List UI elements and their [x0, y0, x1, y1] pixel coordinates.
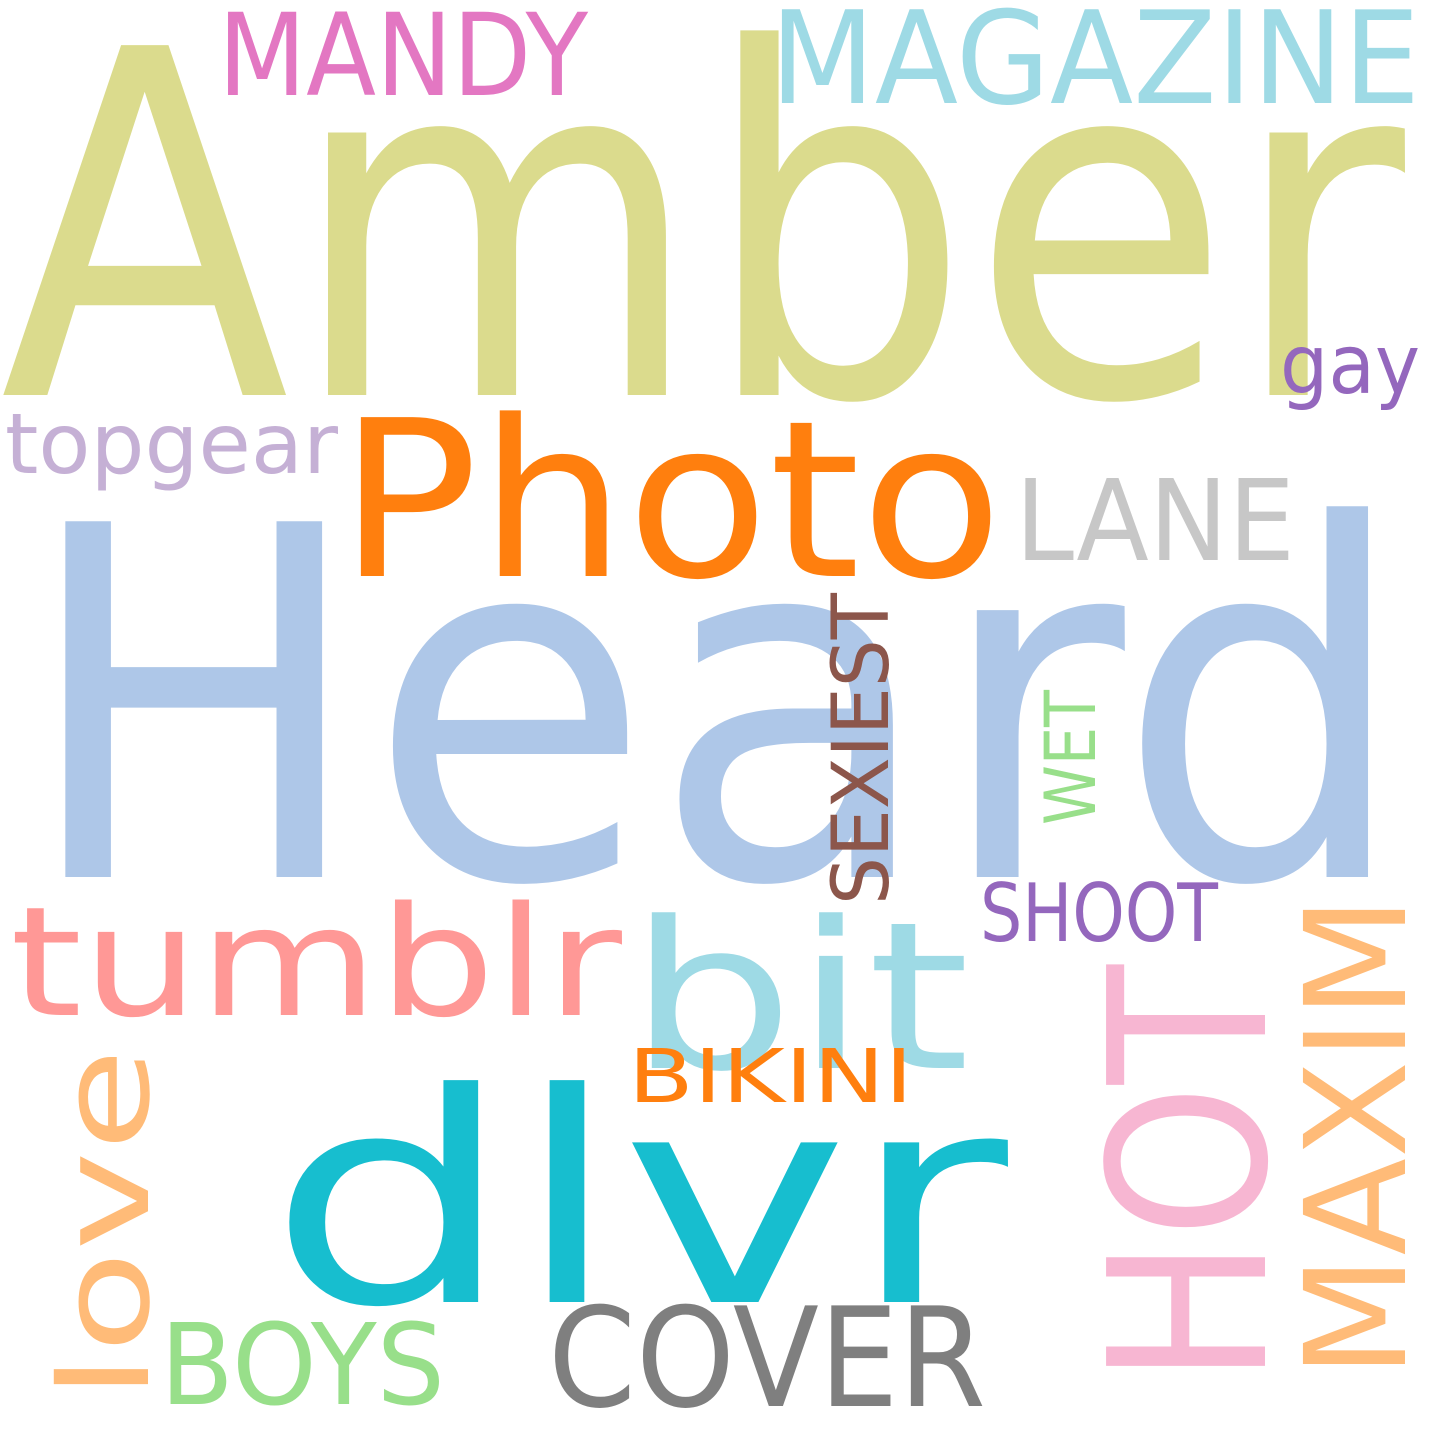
word-magazine: MAGAZINE	[770, 0, 1420, 134]
word-gay: gay	[1280, 318, 1420, 413]
word-amber: Amber	[0, 0, 1410, 509]
word-tumblr: tumblr	[10, 874, 623, 1051]
word-shoot: SHOOT	[980, 867, 1219, 960]
word-hot: HOT	[1064, 964, 1317, 1385]
word-photo: Photo	[338, 375, 1003, 628]
word-dlvr: dlvr	[268, 1031, 1012, 1371]
word-topgear: topgear	[5, 395, 338, 493]
word-cover: COVER	[548, 1278, 986, 1439]
word-lane: LANE	[1015, 457, 1295, 587]
word-heard: Heard	[20, 425, 1410, 993]
word-bikini: BIKINI	[628, 1034, 913, 1120]
word-love: love	[34, 1048, 178, 1400]
word-boys: BOYS	[160, 1301, 445, 1431]
word-sexiest: SEXIEST	[817, 593, 907, 905]
word-mandy: MANDY	[218, 0, 588, 122]
word-wet: WET	[1030, 690, 1112, 825]
word-maxim: MAXIM	[1276, 896, 1439, 1378]
word-bit: bit	[628, 879, 970, 1117]
